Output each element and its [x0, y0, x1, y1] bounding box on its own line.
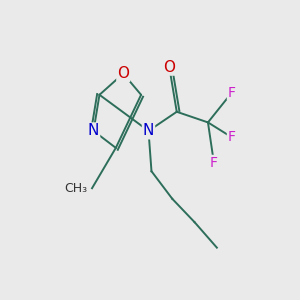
Text: N: N [143, 123, 154, 138]
Text: O: O [163, 60, 175, 75]
Text: O: O [117, 66, 129, 81]
Text: F: F [210, 156, 218, 170]
Text: F: F [228, 86, 236, 100]
Text: N: N [88, 123, 99, 138]
Text: CH₃: CH₃ [64, 182, 88, 195]
Text: F: F [228, 130, 236, 144]
